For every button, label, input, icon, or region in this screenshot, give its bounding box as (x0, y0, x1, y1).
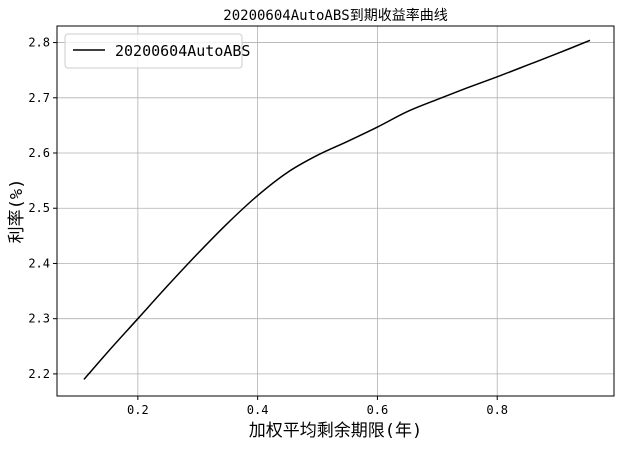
legend-box (64, 33, 243, 69)
series-layer (83, 39, 591, 380)
y-tick-label: 2.6 (28, 146, 50, 160)
legend-label: 20200604AutoABS (115, 42, 250, 60)
x-axis-title: 加权平均剩余期限(年) (249, 421, 422, 441)
y-tick-label: 2.4 (28, 256, 50, 270)
grid (57, 26, 614, 396)
y-tick-label: 2.3 (28, 312, 50, 326)
y-tick-label: 2.2 (28, 367, 50, 381)
plot-frame (56, 25, 615, 397)
x-tick-label: 0.4 (247, 403, 269, 417)
x-tick-label: 0.2 (127, 403, 149, 417)
y-tick-label: 2.8 (28, 36, 50, 50)
chart-title: 20200604AutoABS到期收益率曲线 (223, 7, 447, 24)
y-tick-label: 2.7 (28, 91, 50, 105)
series-line (83, 39, 591, 380)
ticks: 0.2 0.4 0.6 0.8 2.2 2.3 2.4 2.5 2.6 2.7 2.8 (28, 36, 508, 417)
legend: 20200604AutoABS (64, 33, 250, 69)
y-tick-label: 2.5 (28, 201, 50, 215)
x-tick-label: 0.6 (367, 403, 389, 417)
x-tick-label: 0.8 (486, 403, 508, 417)
y-axis-title: 利率(%) (7, 179, 27, 244)
